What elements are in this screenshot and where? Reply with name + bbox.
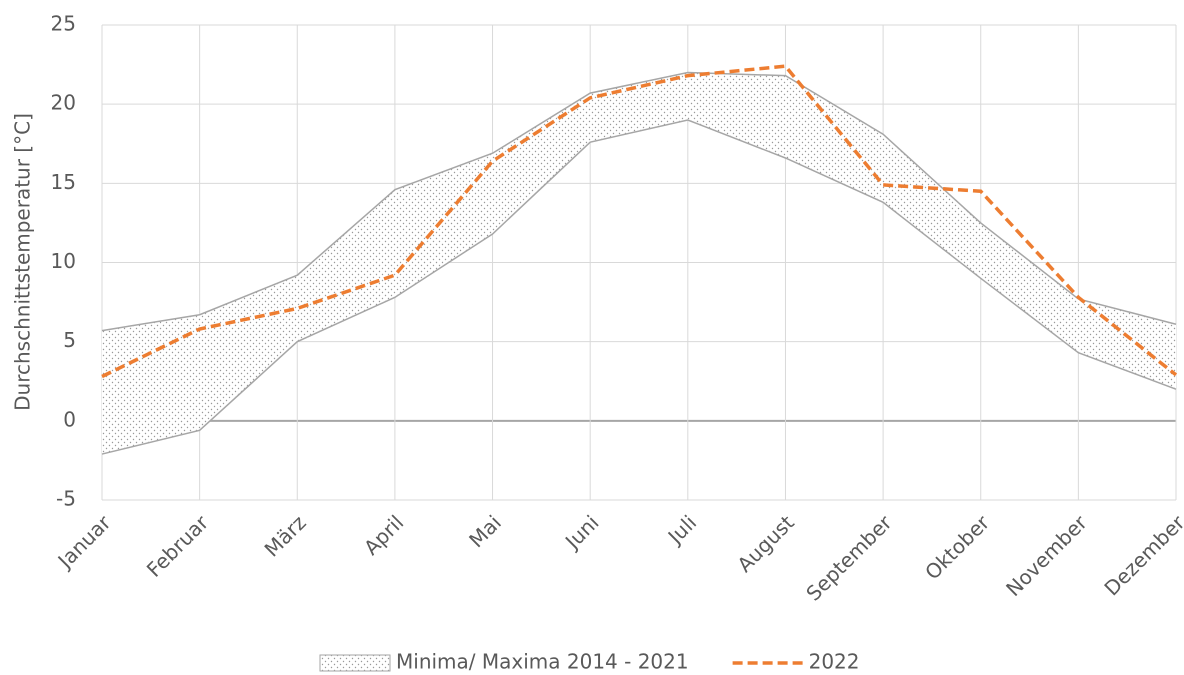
y-tick-label: 0	[63, 407, 76, 431]
x-tick-label: Mai	[464, 510, 506, 552]
y-tick-label: -5	[56, 487, 76, 511]
x-tick-label: Juli	[662, 510, 701, 549]
y-tick-label: 15	[51, 170, 76, 194]
range-lower-line	[101, 119, 1177, 455]
x-tick-label: November	[1001, 510, 1092, 601]
x-tick-label: Januar	[52, 510, 116, 574]
y-tick-label: 25	[51, 12, 76, 36]
legend-label: 2022	[809, 650, 860, 674]
legend-label: Minima/ Maxima 2014 - 2021	[396, 650, 689, 674]
y-tick-label: 10	[51, 249, 76, 273]
x-tick-label: Juni	[559, 510, 603, 554]
range-band	[102, 72, 1176, 455]
y-tick-label: 20	[51, 91, 76, 115]
x-tick-label: Dezember	[1099, 510, 1184, 601]
series-line	[101, 64, 1178, 379]
legend-swatch	[319, 654, 391, 672]
x-tick-label: Oktober	[920, 510, 995, 585]
x-tick-label: Februar	[142, 510, 214, 582]
y-tick-label: 5	[63, 328, 76, 352]
y-axis-label: Durchschnittstemperatur [°C]	[11, 113, 35, 411]
x-tick-label: August	[732, 510, 799, 577]
x-tick-label: März	[260, 510, 311, 561]
range-upper-line	[101, 71, 1177, 332]
x-tick-label: September	[801, 510, 897, 606]
x-tick-label: April	[359, 510, 408, 559]
